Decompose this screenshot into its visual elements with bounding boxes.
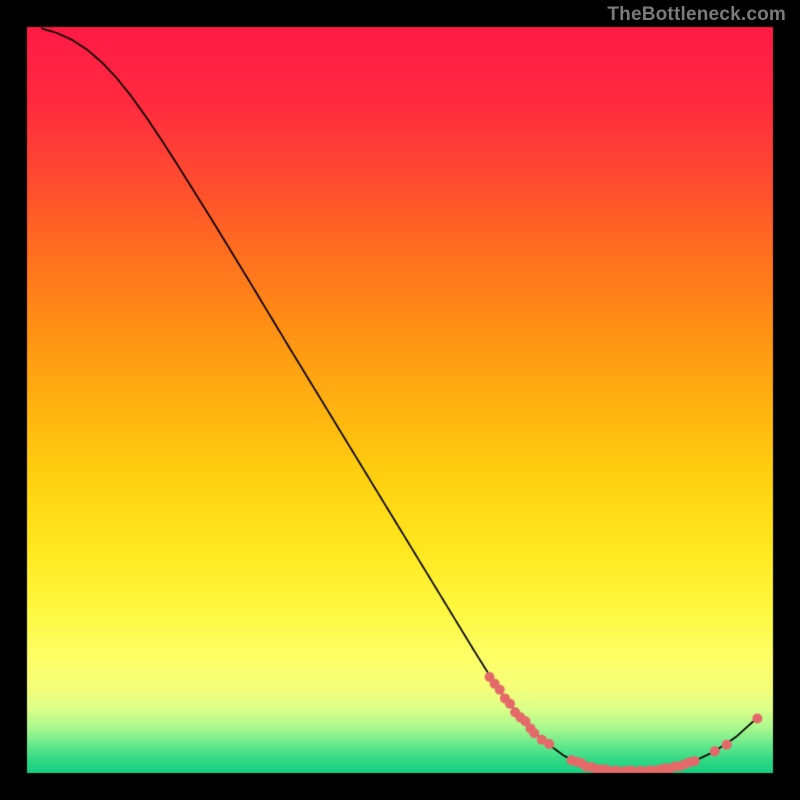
chart-canvas (0, 0, 800, 800)
watermark-text: TheBottleneck.com (607, 4, 786, 26)
chart-stage: TheBottleneck.com (0, 0, 800, 800)
